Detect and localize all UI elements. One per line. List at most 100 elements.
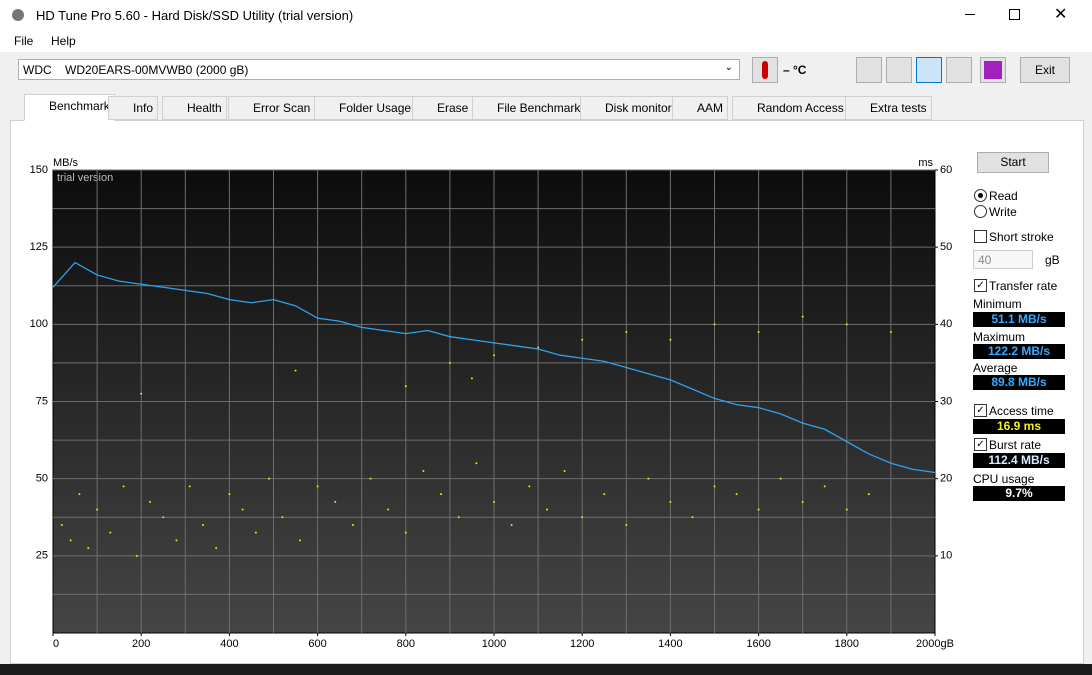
access-time-point [823, 485, 826, 488]
tab[interactable]: Info [108, 96, 159, 120]
access-time-point [448, 361, 451, 364]
access-time-point [78, 493, 81, 496]
x-tick-label: 0 [53, 638, 59, 650]
temperature-icon [752, 57, 778, 83]
access-time-point [845, 323, 848, 326]
x-tick-label: 2000gB [916, 638, 954, 650]
burst-rate-checkbox[interactable]: ✓ [974, 438, 987, 451]
y2-tick-label: 50 [940, 241, 952, 253]
menu-item[interactable]: Help [51, 34, 76, 48]
access-time-point [669, 338, 672, 341]
x-tick-label: 600 [308, 638, 326, 650]
access-time-point [510, 523, 513, 526]
maximize-button[interactable] [1009, 9, 1020, 20]
access-time-point [228, 493, 231, 496]
access-time-point [281, 516, 284, 519]
read-label: Read [989, 189, 1018, 203]
y-tick-label: 100 [30, 318, 48, 330]
window-title: HD Tune Pro 5.60 - Hard Disk/SSD Utility… [36, 8, 354, 23]
cpu-label: CPU usage [973, 472, 1035, 486]
access-time-point [647, 477, 650, 480]
close-button[interactable]: ✕ [1054, 6, 1068, 23]
save-button[interactable] [980, 57, 1006, 83]
access-time-point [175, 539, 178, 542]
access-time-point [96, 508, 99, 511]
read-radio[interactable] [974, 189, 987, 202]
access-time-point [889, 331, 892, 334]
access-time-checkbox[interactable]: ✓ [974, 404, 987, 417]
write-label: Write [989, 205, 1017, 219]
access-time-point [369, 477, 372, 480]
access-time-point [87, 547, 90, 550]
minimize-button[interactable] [965, 14, 975, 15]
write-radio[interactable] [974, 205, 987, 218]
access-time-point [845, 508, 848, 511]
short-stroke-checkbox[interactable] [974, 230, 987, 243]
x-tick-label: 1800 [835, 638, 859, 650]
access-time-point [537, 346, 540, 349]
tab[interactable]: Health [162, 96, 227, 120]
access-time-point [457, 516, 460, 519]
access-time-point [109, 531, 112, 534]
access-time-point [757, 331, 760, 334]
tab[interactable]: Erase [412, 96, 474, 120]
maximum-value: 122.2 MB/s [973, 344, 1065, 359]
screenshot-button[interactable] [916, 57, 942, 83]
access-time-point [298, 539, 301, 542]
y-axis-label: MB/s [53, 157, 79, 169]
access-time-point [691, 516, 694, 519]
access-time-point [404, 531, 407, 534]
copy-all-button[interactable] [886, 57, 912, 83]
drive-select[interactable]: WDC WD20EARS-00MVWB0 (2000 gB) ⌄ [18, 59, 740, 80]
tab[interactable]: AAM [672, 96, 729, 120]
title-bar: HD Tune Pro 5.60 - Hard Disk/SSD Utility… [0, 0, 1092, 30]
transfer-rate-checkbox[interactable]: ✓ [974, 279, 987, 292]
access-time-label: Access time [989, 404, 1054, 418]
stroke-size-input[interactable]: 40 [973, 250, 1033, 269]
tab[interactable]: Folder Usage [314, 96, 417, 120]
access-time-point [669, 500, 672, 503]
x-tick-label: 1400 [658, 638, 682, 650]
temperature: – °C [783, 63, 807, 77]
x-tick-label: 400 [220, 638, 238, 650]
y-tick-label: 125 [30, 241, 48, 253]
access-time-point [801, 315, 804, 318]
x-tick-label: 1200 [570, 638, 594, 650]
access-time-point [801, 500, 804, 503]
copy-button[interactable] [856, 57, 882, 83]
tab[interactable]: Random Access [732, 96, 849, 120]
tab[interactable]: File Benchmark [472, 96, 586, 120]
access-time-point [122, 485, 125, 488]
options-button[interactable] [946, 57, 972, 83]
access-time-point [215, 547, 218, 550]
y2-tick-label: 60 [940, 164, 952, 176]
benchmark-chart: trial version MB/s ms 25 50 75 100 125 150 10 2… [30, 157, 954, 650]
cpu-value: 9.7% [973, 486, 1065, 501]
access-time-point [867, 493, 870, 496]
access-time-point [713, 323, 716, 326]
access-time-point [493, 354, 495, 357]
average-value: 89.8 MB/s [973, 375, 1065, 390]
access-time-point [241, 508, 244, 511]
access-time-point [162, 516, 165, 519]
access-time-point [294, 369, 297, 372]
desktop-edge [0, 664, 1092, 675]
short-stroke-label: Short stroke [989, 230, 1054, 244]
x-tick-label: 1600 [746, 638, 770, 650]
access-time-point [493, 500, 495, 503]
exit-button[interactable]: Exit [1020, 57, 1070, 83]
tab[interactable]: Error Scan [228, 96, 316, 120]
menu-item[interactable]: File [14, 34, 34, 48]
tab[interactable]: Extra tests [845, 96, 932, 120]
y2-tick-label: 10 [940, 550, 952, 562]
x-tick-label: 800 [397, 638, 415, 650]
transfer-rate-label: Transfer rate [989, 279, 1058, 293]
start-button[interactable]: Start [977, 152, 1049, 173]
y-tick-label: 50 [36, 473, 48, 485]
y2-axis-label: ms [918, 157, 933, 169]
tab[interactable]: Benchmark [24, 94, 115, 121]
access-time-point [563, 469, 566, 472]
tab[interactable]: Disk monitor [580, 96, 677, 120]
access-time-point [334, 500, 337, 503]
